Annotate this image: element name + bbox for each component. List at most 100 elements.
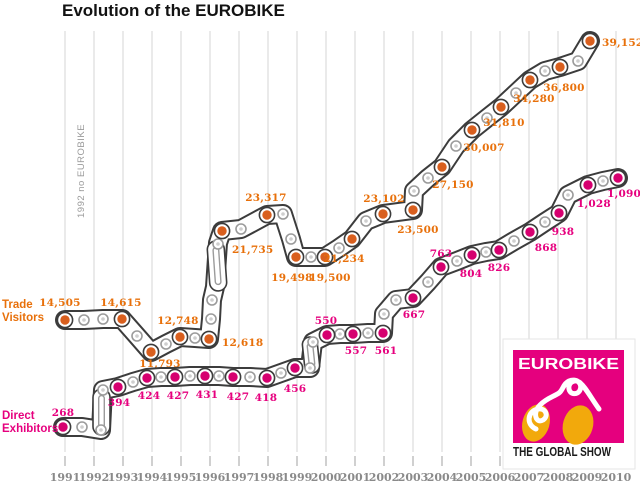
value-label: 19,500 — [309, 272, 350, 284]
value-label: 12,618 — [222, 337, 263, 349]
data-point — [585, 36, 595, 46]
data-point — [583, 180, 593, 190]
chain-link-hole — [131, 380, 135, 384]
year-label: 2008 — [543, 471, 574, 484]
chain-link-hole — [514, 91, 518, 95]
data-point — [437, 162, 447, 172]
value-label: 550 — [315, 315, 338, 327]
legend-direct-exhibitors: Direct Exhibitors — [2, 410, 58, 435]
value-label: 557 — [345, 345, 368, 357]
data-point — [200, 371, 210, 381]
chain-link-hole — [188, 374, 192, 378]
chain-link-hole — [135, 334, 139, 338]
value-label: 34,280 — [513, 93, 554, 105]
value-label: 39,152 — [602, 37, 640, 49]
wheel-right-icon — [562, 405, 594, 445]
chain-link-hole — [101, 317, 105, 321]
eurobike-logo: EUROBIKE THE GLOBAL SHOW — [502, 338, 636, 470]
data-point — [262, 373, 272, 383]
chain-link-hole — [82, 318, 86, 322]
value-label: 763 — [430, 248, 453, 260]
value-label: 21,735 — [232, 244, 273, 256]
data-point — [146, 347, 156, 357]
legend-trade-visitors: Trade Visitors — [2, 299, 44, 324]
value-label: 427 — [167, 390, 190, 402]
chain-link-hole — [364, 219, 368, 223]
chain-link-hole — [484, 250, 488, 254]
value-label: 1,028 — [577, 198, 611, 210]
data-point — [347, 234, 357, 244]
value-label: 27,150 — [432, 179, 473, 191]
value-label: 456 — [284, 383, 307, 395]
value-label: 30,007 — [463, 142, 504, 154]
chain-link-hole — [601, 179, 605, 183]
chain-link-hole — [164, 342, 168, 346]
year-label: 1995 — [166, 471, 197, 484]
data-point — [408, 293, 418, 303]
value-label: 19,498 — [271, 272, 312, 284]
value-label: 12,748 — [157, 315, 198, 327]
logo-brand-text: EUROBIKE — [518, 356, 619, 373]
data-point — [554, 208, 564, 218]
chain-link-hole — [289, 237, 293, 241]
series-direct-exhibitors: 268 394 424 427 431 427 418 456 550 557 561 667 763 8… — [52, 168, 640, 440]
chain-link-hole — [309, 255, 313, 259]
value-label: 21,234 — [323, 253, 364, 265]
chain-link-hole — [248, 375, 252, 379]
data-point — [290, 363, 300, 373]
value-label: 424 — [138, 390, 161, 402]
cyclist-squiggle-icon — [526, 377, 602, 432]
value-label: 23,317 — [245, 192, 286, 204]
series-trade-visitors: 14,505 14,61511,79312,74812,61821,73523,3… — [39, 31, 640, 370]
chain-link-hole — [99, 428, 103, 432]
chain-link-hole — [209, 317, 213, 321]
value-label: 268 — [52, 407, 75, 419]
data-point — [525, 75, 535, 85]
riser-link — [92, 388, 111, 436]
data-point — [613, 173, 623, 183]
year-label: 1997 — [224, 471, 255, 484]
chain-link-hole — [426, 280, 430, 284]
chain-link-hole — [512, 239, 516, 243]
data-point — [494, 245, 504, 255]
year-label: 1992 — [79, 471, 110, 484]
chain-link-hole — [217, 374, 221, 378]
year-label: 1993 — [108, 471, 139, 484]
chain-link-hole — [382, 312, 386, 316]
value-label: 938 — [552, 226, 575, 238]
chain-link-hole — [454, 144, 458, 148]
chain-body — [57, 33, 598, 360]
chain-link-hole — [281, 212, 285, 216]
data-point — [58, 422, 68, 432]
year-label: 1998 — [253, 471, 284, 484]
legend-visitors-line2: Visitors — [2, 312, 44, 324]
chain-link-hole — [308, 366, 312, 370]
value-label: 826 — [488, 262, 511, 274]
data-point — [142, 373, 152, 383]
data-point — [348, 329, 358, 339]
logo-tagline-text: THE GLOBAL SHOW — [513, 445, 611, 459]
value-label: 31,810 — [483, 117, 524, 129]
page-title: Evolution of the EUROBIKE — [62, 1, 285, 20]
chain-link-hole — [239, 227, 243, 231]
year-label: 2002 — [369, 471, 400, 484]
chain-link-hole — [80, 425, 84, 429]
year-label: 1996 — [195, 471, 226, 484]
year-label: 2003 — [398, 471, 429, 484]
year-label: 2000 — [311, 471, 342, 484]
data-point — [496, 102, 506, 112]
value-label: 394 — [108, 397, 131, 409]
data-point — [217, 226, 227, 236]
data-point — [555, 62, 565, 72]
data-point — [322, 330, 332, 340]
legend-exhibitors-line1: Direct — [2, 410, 35, 422]
data-point — [408, 205, 418, 215]
chain-link-hole — [412, 189, 416, 193]
chain-link-hole — [394, 298, 398, 302]
year-label: 1991 — [50, 471, 81, 484]
value-label: 561 — [375, 345, 398, 357]
value-label: 14,505 — [39, 297, 80, 309]
year-label: 2007 — [514, 471, 545, 484]
chain-link-hole — [543, 69, 547, 73]
